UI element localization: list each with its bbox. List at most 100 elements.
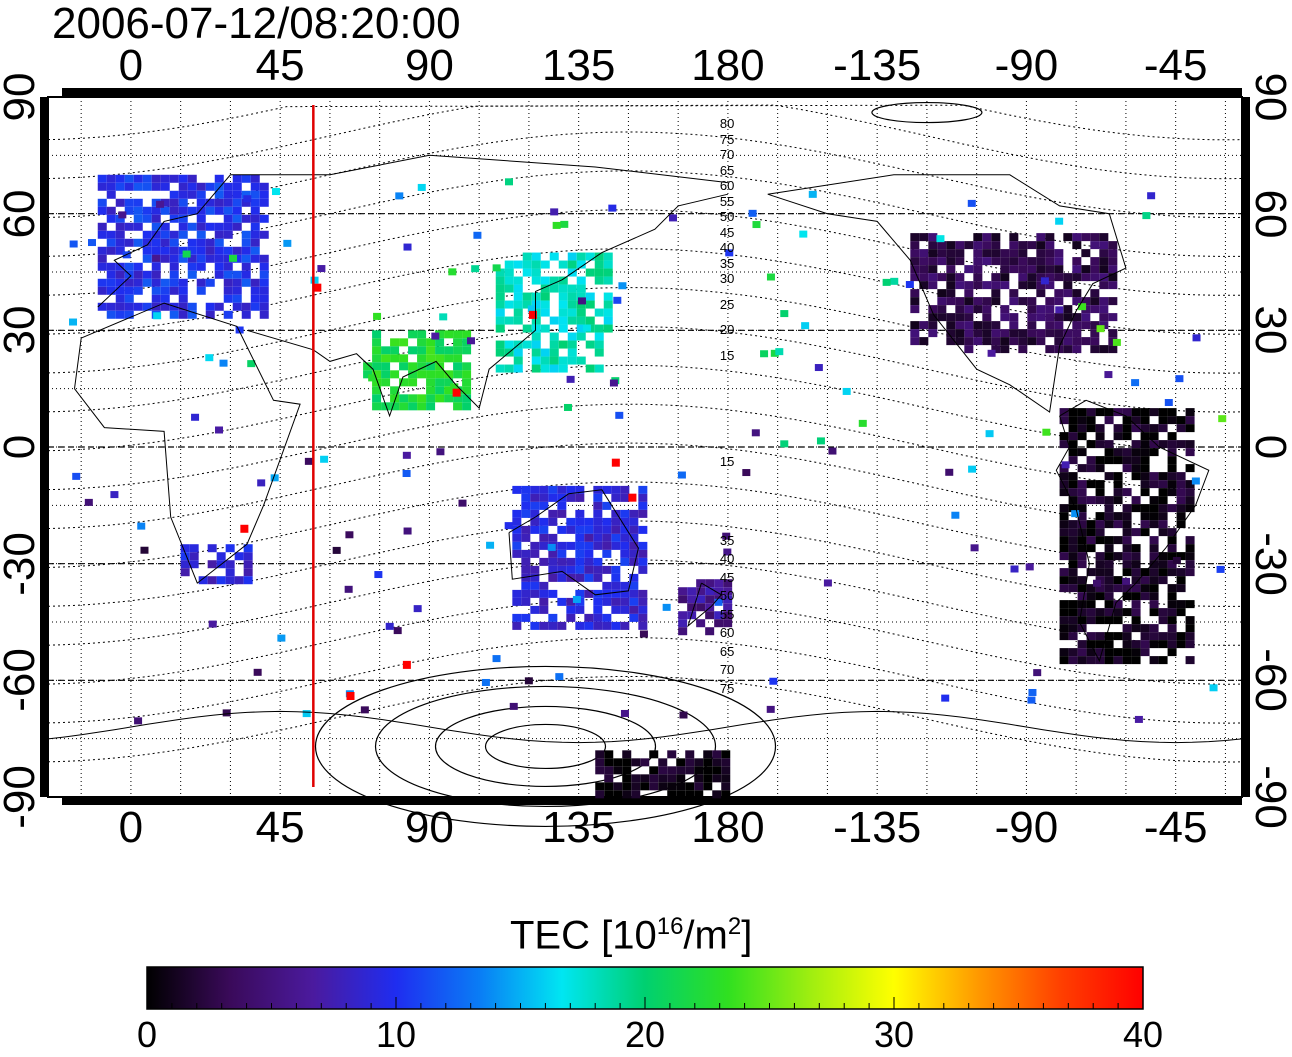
tec-cell — [1077, 424, 1087, 433]
contour-label: 75 — [719, 680, 735, 696]
tec-cell — [241, 278, 251, 287]
tec-cell — [566, 375, 575, 383]
tec-cell — [910, 241, 920, 250]
tec-cell — [667, 750, 677, 759]
tec-cell — [955, 297, 965, 306]
tec-cell — [1113, 608, 1123, 617]
tec-cell — [115, 310, 125, 319]
tec-cell — [982, 313, 992, 322]
tec-cell — [223, 206, 233, 215]
tec-cell — [133, 206, 143, 215]
tec-cell — [214, 230, 224, 239]
tec-cell — [1068, 608, 1078, 617]
tec-cell — [905, 281, 914, 289]
tec-cell — [360, 706, 369, 714]
tec-cell — [243, 552, 253, 561]
tec-cell — [232, 286, 242, 295]
tec-cell — [142, 246, 152, 255]
tec-cell — [115, 270, 125, 279]
tec-cell — [540, 260, 550, 269]
tec-cell — [205, 238, 215, 247]
tec-cell — [426, 370, 436, 379]
tec-cell — [608, 204, 617, 212]
tec-cell — [548, 517, 558, 526]
tec-cell — [250, 190, 260, 199]
tec-cell — [1185, 656, 1195, 665]
right-axis-bar — [1242, 97, 1250, 797]
tec-cell — [1086, 608, 1096, 617]
tec-cell — [576, 324, 586, 333]
tec-cell — [1077, 656, 1087, 665]
tec-cell — [1036, 265, 1046, 274]
tec-cell — [982, 257, 992, 266]
tec-cell — [160, 278, 170, 287]
tec-cell — [160, 174, 170, 183]
tec-cell — [1068, 480, 1078, 489]
tec-cell — [522, 252, 532, 261]
tec-cell — [576, 292, 586, 301]
tec-cell — [1104, 456, 1114, 465]
tec-cell — [530, 621, 540, 630]
magnetic-contour — [47, 364, 1243, 452]
tec-cell — [160, 222, 170, 231]
tec-cell — [1167, 416, 1177, 425]
tec-cell — [936, 235, 945, 243]
tec-cell — [629, 589, 639, 598]
tec-cell — [1086, 424, 1096, 433]
tec-cell — [1077, 640, 1087, 649]
tec-cell — [1099, 249, 1109, 258]
tec-cell — [133, 174, 143, 183]
tec-cell — [234, 552, 244, 561]
tec-cell — [257, 479, 266, 487]
tec-cell — [964, 281, 974, 290]
tec-cell — [955, 329, 965, 338]
tec-cell — [250, 294, 260, 303]
tec-cell — [946, 265, 956, 274]
tec-cell — [462, 370, 472, 379]
tec-cell — [393, 627, 402, 635]
tec-cell — [611, 493, 621, 502]
tec-cell — [1104, 544, 1114, 553]
tec-cell — [584, 565, 594, 574]
tec-cell — [694, 774, 704, 783]
tec-cell — [1104, 496, 1114, 505]
tec-cell — [910, 257, 920, 266]
contour-label: 45 — [719, 569, 735, 585]
tec-cell — [547, 543, 556, 551]
tec-cell — [124, 294, 134, 303]
tec-cell — [566, 597, 576, 606]
tec-cell — [1077, 552, 1087, 561]
tec-cell — [1063, 337, 1073, 346]
tec-cell — [1063, 281, 1073, 290]
tec-cell — [1000, 273, 1010, 282]
tec-cell — [766, 273, 775, 281]
tec-cell — [748, 209, 757, 217]
tec-cell — [232, 214, 242, 223]
tec-cell — [1149, 632, 1159, 641]
tec-cell — [1036, 241, 1046, 250]
tec-cell — [575, 565, 585, 574]
tec-cell — [214, 302, 224, 311]
lat-tick-label-left: -60 — [0, 648, 44, 713]
tec-cell — [540, 300, 550, 309]
tec-cell — [241, 238, 251, 247]
tec-cell — [1018, 257, 1028, 266]
tec-cell — [1122, 544, 1132, 553]
tec-cell — [1059, 616, 1069, 625]
tec-cell — [584, 621, 594, 630]
tec-cell — [991, 281, 1001, 290]
tec-cell — [618, 282, 627, 290]
tec-cell — [1167, 448, 1177, 457]
tec-cell — [676, 782, 686, 791]
tec-cell — [178, 310, 188, 319]
tec-cell — [151, 182, 161, 191]
tec-cell — [1140, 464, 1150, 473]
tec-cell — [823, 579, 832, 587]
tec-cell — [216, 576, 226, 585]
tec-cell — [1086, 592, 1096, 601]
tec-cell — [363, 362, 373, 371]
tec-cell — [667, 782, 677, 791]
tec-cell — [1095, 440, 1105, 449]
tec-cell — [723, 611, 733, 620]
tec-cell — [816, 437, 825, 445]
